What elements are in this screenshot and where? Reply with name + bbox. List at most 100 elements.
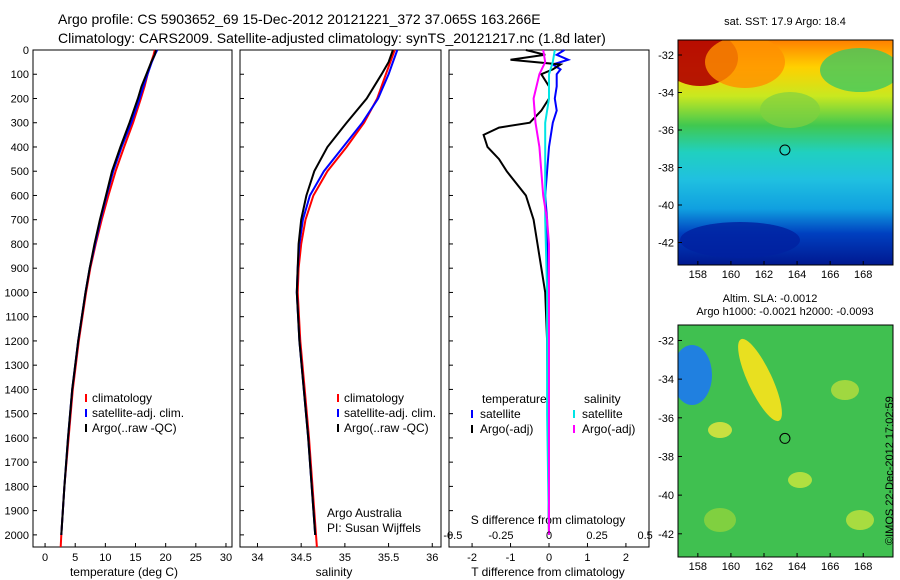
temperature-xtick-label: 25 (190, 552, 202, 564)
depth-tick-label: 1000 (5, 287, 29, 299)
sst-map-xtick-label: 168 (854, 269, 872, 281)
depth-tick-label: 1700 (5, 457, 29, 469)
salinity-legend-label: satellite-adj. clim. (344, 406, 436, 420)
sst-map-title: sat. SST: 17.9 Argo: 18.4 (724, 16, 846, 28)
salinity-xtick-label: 35 (339, 552, 351, 564)
depth-tick-label: 700 (11, 215, 29, 227)
sla-map-xtick-label: 166 (821, 561, 839, 573)
sst-map-frame (677, 39, 894, 266)
salinity-xtick-label: 36 (426, 552, 438, 564)
difference-xtick-label: -1 (506, 552, 516, 564)
salinity-legend-label: Argo(..raw -QC) (344, 421, 429, 435)
diff-stick-label: -0.5 (443, 530, 462, 542)
sla-map-ytick-label: -32 (658, 335, 674, 347)
sst-map-ytick-label: -36 (658, 125, 674, 137)
temperature-xtick-label: 30 (220, 552, 232, 564)
sla-map-frame (677, 324, 894, 558)
salinity-xtick-label: 34.5 (290, 552, 311, 564)
header-line1: Argo profile: CS 5903652_69 15-Dec-2012 … (58, 11, 541, 27)
depth-tick-label: 1900 (5, 506, 29, 518)
depth-tick-label: 300 (11, 118, 29, 130)
sst-map-ytick-label: -40 (658, 200, 674, 212)
depth-tick-label: 200 (11, 93, 29, 105)
difference-xtick-label: 1 (584, 552, 590, 564)
difference-series-line (532, 49, 550, 535)
salinity-xtick-label: 34 (251, 552, 263, 564)
temperature-legend-label: climatology (92, 391, 152, 405)
credit-line2: PI: Susan Wijffels (327, 521, 421, 535)
sst-map-ytick-label: -34 (658, 88, 674, 100)
sla-map-ytick-label: -40 (658, 490, 674, 502)
difference-series-line (482, 49, 564, 535)
diff-legend-sal-title: salinity (584, 392, 621, 406)
temperature-frame (32, 49, 233, 548)
diff-stick-label: 0.25 (586, 530, 607, 542)
diff-stick-label: 0 (546, 530, 552, 542)
depth-tick-label: 1500 (5, 409, 29, 421)
depth-tick-label: 1300 (5, 360, 29, 372)
temperature-xtick-label: 15 (129, 552, 141, 564)
diff-xlabel-bottom: T difference from climatology (471, 565, 625, 579)
depth-tick-label: 1800 (5, 481, 29, 493)
depth-tick-label: 1100 (5, 312, 29, 324)
depth-tick-label: 0 (23, 45, 29, 57)
sst-map-ytick-label: -42 (658, 238, 674, 250)
sst-map-xtick-label: 164 (788, 269, 806, 281)
temperature-legend-label: Argo(..raw -QC) (92, 421, 177, 435)
diff-legend-label: Argo(-adj) (582, 422, 635, 436)
credit-line1: Argo Australia (327, 506, 402, 520)
sst-map-ytick-label: -38 (658, 163, 674, 175)
sla-map-title2: Argo h1000: -0.0021 h2000: -0.0093 (696, 306, 873, 318)
temperature-xtick-label: 0 (42, 552, 48, 564)
depth-tick-label: 500 (11, 166, 29, 178)
salinity-legend-label: climatology (344, 391, 404, 405)
sst-map-field (678, 40, 893, 265)
sla-map-field (678, 325, 893, 557)
sla-map-xtick-label: 158 (689, 561, 707, 573)
depth-tick-label: 2000 (5, 530, 29, 542)
sst-map-xtick-label: 160 (722, 269, 740, 281)
diff-legend-label: Argo(-adj) (480, 422, 533, 436)
footer-stamp: ©IMOS 22-Dec-2012 17:02:59 (884, 396, 896, 545)
depth-tick-label: 600 (11, 190, 29, 202)
diff-legend-temp-title: temperature (482, 392, 547, 406)
depth-tick-label: 1200 (5, 336, 29, 348)
depth-tick-label: 100 (11, 69, 29, 81)
difference-series-line (544, 49, 556, 535)
plots-layer: 0 5 10 15 20 25 300100200300400500600700800900… (5, 39, 894, 573)
diff-legend-label: satellite (480, 407, 521, 421)
depth-tick-label: 800 (11, 239, 29, 251)
temperature-xtick-label: 10 (99, 552, 111, 564)
sla-map-argo-marker (779, 432, 791, 444)
temperature-series-line (60, 49, 157, 535)
depth-tick-label: 900 (11, 263, 29, 275)
sla-map-xtick-label: 160 (722, 561, 740, 573)
temperature-xtick-label: 5 (72, 552, 78, 564)
difference-xtick-label: 2 (623, 552, 629, 564)
difference-xtick-label: 0 (546, 552, 552, 564)
sla-map-ytick-label: -42 (658, 529, 674, 541)
temperature-legend-label: satellite-adj. clim. (92, 406, 184, 420)
sst-map-xtick-label: 166 (821, 269, 839, 281)
sst-map-ytick-label: -32 (658, 50, 674, 62)
sal-xlabel: salinity (316, 565, 353, 579)
sst-map-xtick-label: 158 (689, 269, 707, 281)
sla-map-ytick-label: -36 (658, 413, 674, 425)
salinity-xtick-label: 35.5 (378, 552, 399, 564)
difference-xtick-label: -2 (467, 552, 477, 564)
header-line2: Climatology: CARS2009. Satellite-adjuste… (58, 30, 606, 46)
diff-stick-label: -0.25 (488, 530, 513, 542)
sla-map-ytick-label: -34 (658, 374, 674, 386)
salinity-series-line (295, 49, 394, 535)
temperature-xtick-label: 20 (160, 552, 172, 564)
sla-map-title1: Altim. SLA: -0.0012 (723, 293, 818, 305)
depth-tick-label: 1400 (5, 384, 29, 396)
temperature-series-line (59, 49, 156, 548)
sla-map-xtick-label: 164 (788, 561, 806, 573)
temperature-series-line (60, 49, 159, 535)
sst-map-xtick-label: 162 (755, 269, 773, 281)
diff-legend-label: satellite (582, 407, 623, 421)
sst-map-argo-marker (779, 144, 791, 156)
depth-tick-label: 1600 (5, 433, 29, 445)
